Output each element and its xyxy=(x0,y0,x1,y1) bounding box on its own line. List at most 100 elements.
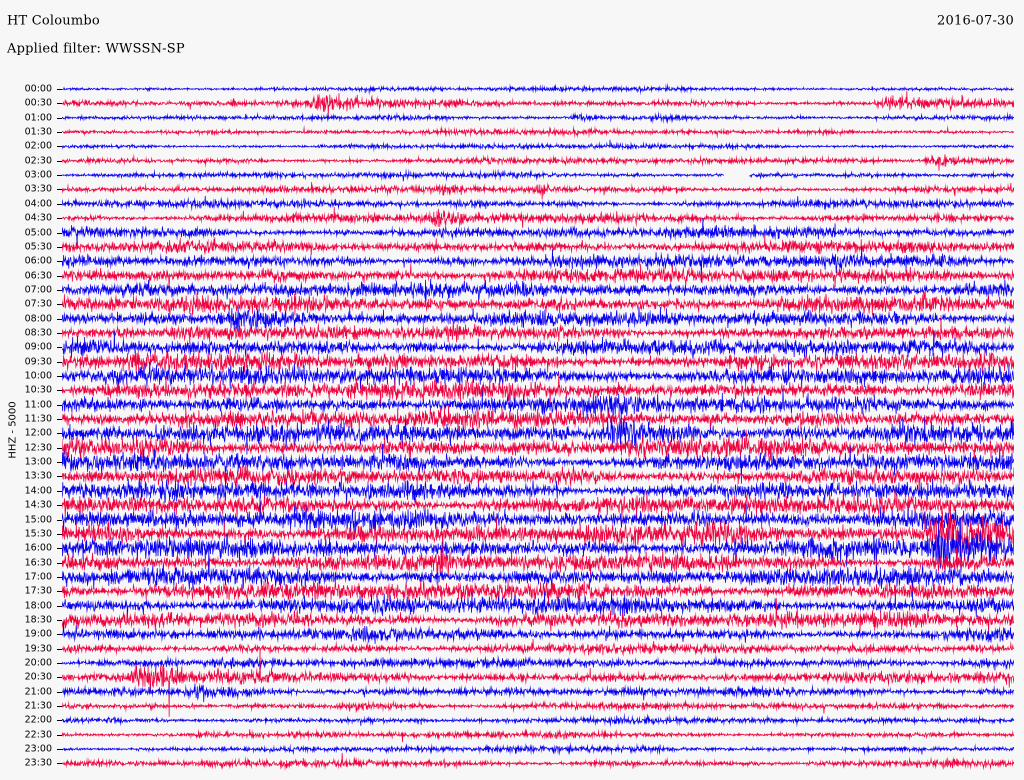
time-axis-label: 14:30 xyxy=(24,499,52,511)
time-axis-label: 02:30 xyxy=(24,155,52,166)
time-axis-label: 03:30 xyxy=(24,183,52,195)
time-axis-tick xyxy=(57,275,62,277)
time-axis-label: 11:00 xyxy=(24,398,52,410)
time-axis-tick xyxy=(57,218,62,220)
time-axis-label: 20:30 xyxy=(24,671,52,683)
time-axis-label: 06:00 xyxy=(24,255,52,267)
time-axis-label: 08:30 xyxy=(24,327,52,339)
time-axis-label: 01:30 xyxy=(24,126,52,138)
time-axis-tick xyxy=(57,677,62,679)
time-axis-tick xyxy=(57,361,62,363)
seismogram-plot xyxy=(62,82,1014,774)
time-axis-tick xyxy=(57,562,62,564)
time-axis-label: 05:30 xyxy=(24,241,52,253)
time-axis-tick xyxy=(57,720,62,722)
time-axis-label: 07:00 xyxy=(24,284,52,296)
time-axis-tick xyxy=(57,505,62,507)
time-axis-label: 08:00 xyxy=(24,312,52,324)
time-axis-label: 04:30 xyxy=(24,212,52,224)
time-axis-tick xyxy=(57,706,62,708)
time-axis-label: 15:30 xyxy=(24,528,52,540)
time-axis-tick xyxy=(57,189,62,191)
time-axis-label: 22:00 xyxy=(24,714,52,726)
time-axis-tick xyxy=(57,89,62,90)
time-axis-tick xyxy=(57,648,62,650)
applied-filter-label: Applied filter: WWSSN-SP xyxy=(7,41,185,57)
time-axis-tick xyxy=(57,691,62,693)
time-axis-tick xyxy=(57,289,62,291)
time-axis-label: 12:30 xyxy=(24,442,52,453)
time-axis-label: 19:30 xyxy=(24,642,52,654)
station-name: HT Coloumbo xyxy=(7,13,100,29)
time-axis-tick xyxy=(57,332,62,334)
time-axis-label: 09:30 xyxy=(24,355,52,367)
time-axis-tick xyxy=(57,390,62,392)
time-axis-tick xyxy=(57,490,62,492)
time-axis-tick xyxy=(57,634,62,636)
seismogram-traces xyxy=(62,82,1014,774)
time-axis-label: 17:30 xyxy=(24,585,52,597)
record-date: 2016-07-30 xyxy=(937,13,1014,29)
time-axis: 00:00 00:30 01:00 01:30 02:00 02:30 03:00 03:30… xyxy=(0,82,62,774)
time-axis-label: 22:30 xyxy=(24,729,52,740)
time-axis-tick xyxy=(57,160,62,162)
time-axis-tick xyxy=(57,203,62,205)
time-axis-tick xyxy=(57,476,62,478)
time-axis-tick xyxy=(57,419,62,421)
time-axis-tick xyxy=(57,146,62,148)
time-axis-tick xyxy=(57,103,62,105)
time-axis-tick xyxy=(57,749,62,751)
time-axis-label: 13:00 xyxy=(24,456,52,468)
time-axis-tick xyxy=(57,347,62,349)
time-axis-tick xyxy=(57,132,62,134)
time-axis-label: 18:00 xyxy=(24,599,52,611)
time-axis-tick xyxy=(57,619,62,621)
time-axis-label: 02:00 xyxy=(24,140,52,152)
time-axis-label: 14:00 xyxy=(24,485,52,497)
time-axis-label: 05:00 xyxy=(24,226,52,238)
time-axis-tick xyxy=(57,462,62,464)
time-axis-tick xyxy=(57,433,62,435)
time-axis-tick xyxy=(57,663,62,664)
time-axis-tick xyxy=(57,376,62,377)
time-axis-label: 16:00 xyxy=(24,542,52,554)
time-axis-tick xyxy=(57,175,62,177)
time-axis-label: 19:00 xyxy=(24,628,52,640)
time-axis-tick xyxy=(57,447,62,449)
time-axis-tick xyxy=(57,605,62,607)
time-axis-label: 00:30 xyxy=(24,97,52,109)
time-axis-label: 09:00 xyxy=(24,341,52,353)
time-axis-label: 15:00 xyxy=(24,513,52,525)
time-axis-tick xyxy=(57,318,62,320)
time-axis-label: 20:00 xyxy=(24,657,52,669)
time-axis-label: 00:00 xyxy=(24,83,52,95)
time-axis-label: 21:00 xyxy=(24,685,52,697)
time-axis-label: 18:30 xyxy=(24,614,52,626)
time-axis-label: 12:00 xyxy=(24,427,52,439)
time-axis-tick xyxy=(57,246,62,248)
time-axis-label: 11:30 xyxy=(24,413,52,425)
time-axis-tick xyxy=(57,763,62,765)
time-axis-label: 17:00 xyxy=(24,571,52,583)
time-axis-label: 16:30 xyxy=(24,556,52,568)
time-axis-tick xyxy=(57,117,62,119)
time-axis-tick xyxy=(57,576,62,578)
time-axis-tick xyxy=(57,261,62,263)
time-axis-tick xyxy=(57,232,62,234)
time-axis-label: 21:30 xyxy=(24,700,52,712)
time-axis-label: 01:00 xyxy=(24,111,52,123)
time-axis-label: 06:30 xyxy=(24,269,52,281)
time-axis-label: 23:30 xyxy=(24,757,52,769)
time-axis-label: 10:00 xyxy=(24,370,52,382)
time-axis-tick xyxy=(57,404,62,406)
time-axis-label: 04:00 xyxy=(24,198,52,210)
time-axis-label: 03:00 xyxy=(24,169,52,181)
time-axis-label: 10:30 xyxy=(24,384,52,396)
time-axis-tick xyxy=(57,591,62,593)
time-axis-tick xyxy=(57,533,62,535)
time-axis-label: 07:30 xyxy=(24,298,52,310)
time-axis-tick xyxy=(57,548,62,550)
time-axis-tick xyxy=(57,304,62,306)
time-axis-label: 23:00 xyxy=(24,743,52,755)
